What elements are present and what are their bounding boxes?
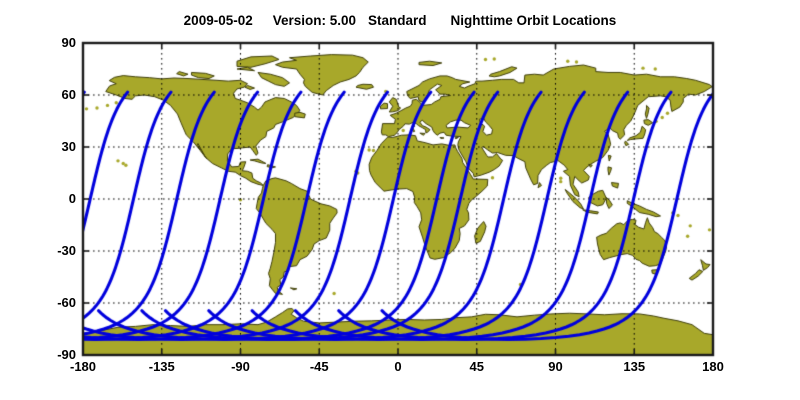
title-date: 2009-05-02 [183,13,253,28]
title-name: Nighttime Orbit Locations [450,13,617,28]
x-tick-label: -180 [69,359,97,374]
y-tick-label: -90 [57,347,76,362]
x-tick-label: 45 [469,359,484,374]
x-tick-label: 180 [702,359,724,374]
y-tick-label: 0 [68,191,76,206]
y-tick-label: 60 [61,87,76,102]
x-tick-label: -45 [309,359,329,374]
title-mode: Standard [368,13,427,28]
x-tick-label: -90 [231,359,250,374]
x-tick-label: 135 [623,359,646,374]
y-tick-label: -30 [57,243,76,258]
x-tick-label: 0 [394,359,402,374]
x-tick-label: 90 [548,359,563,374]
y-tick-label: -60 [57,295,76,310]
y-tick-label: 30 [61,139,76,154]
y-tick-label: 90 [61,35,76,50]
title-version: Version: 5.00 [272,13,357,28]
plot-title: 2009-05-02 Version: 5.00 Standard Nightt… [0,13,800,28]
x-tick-label: -135 [148,359,175,374]
